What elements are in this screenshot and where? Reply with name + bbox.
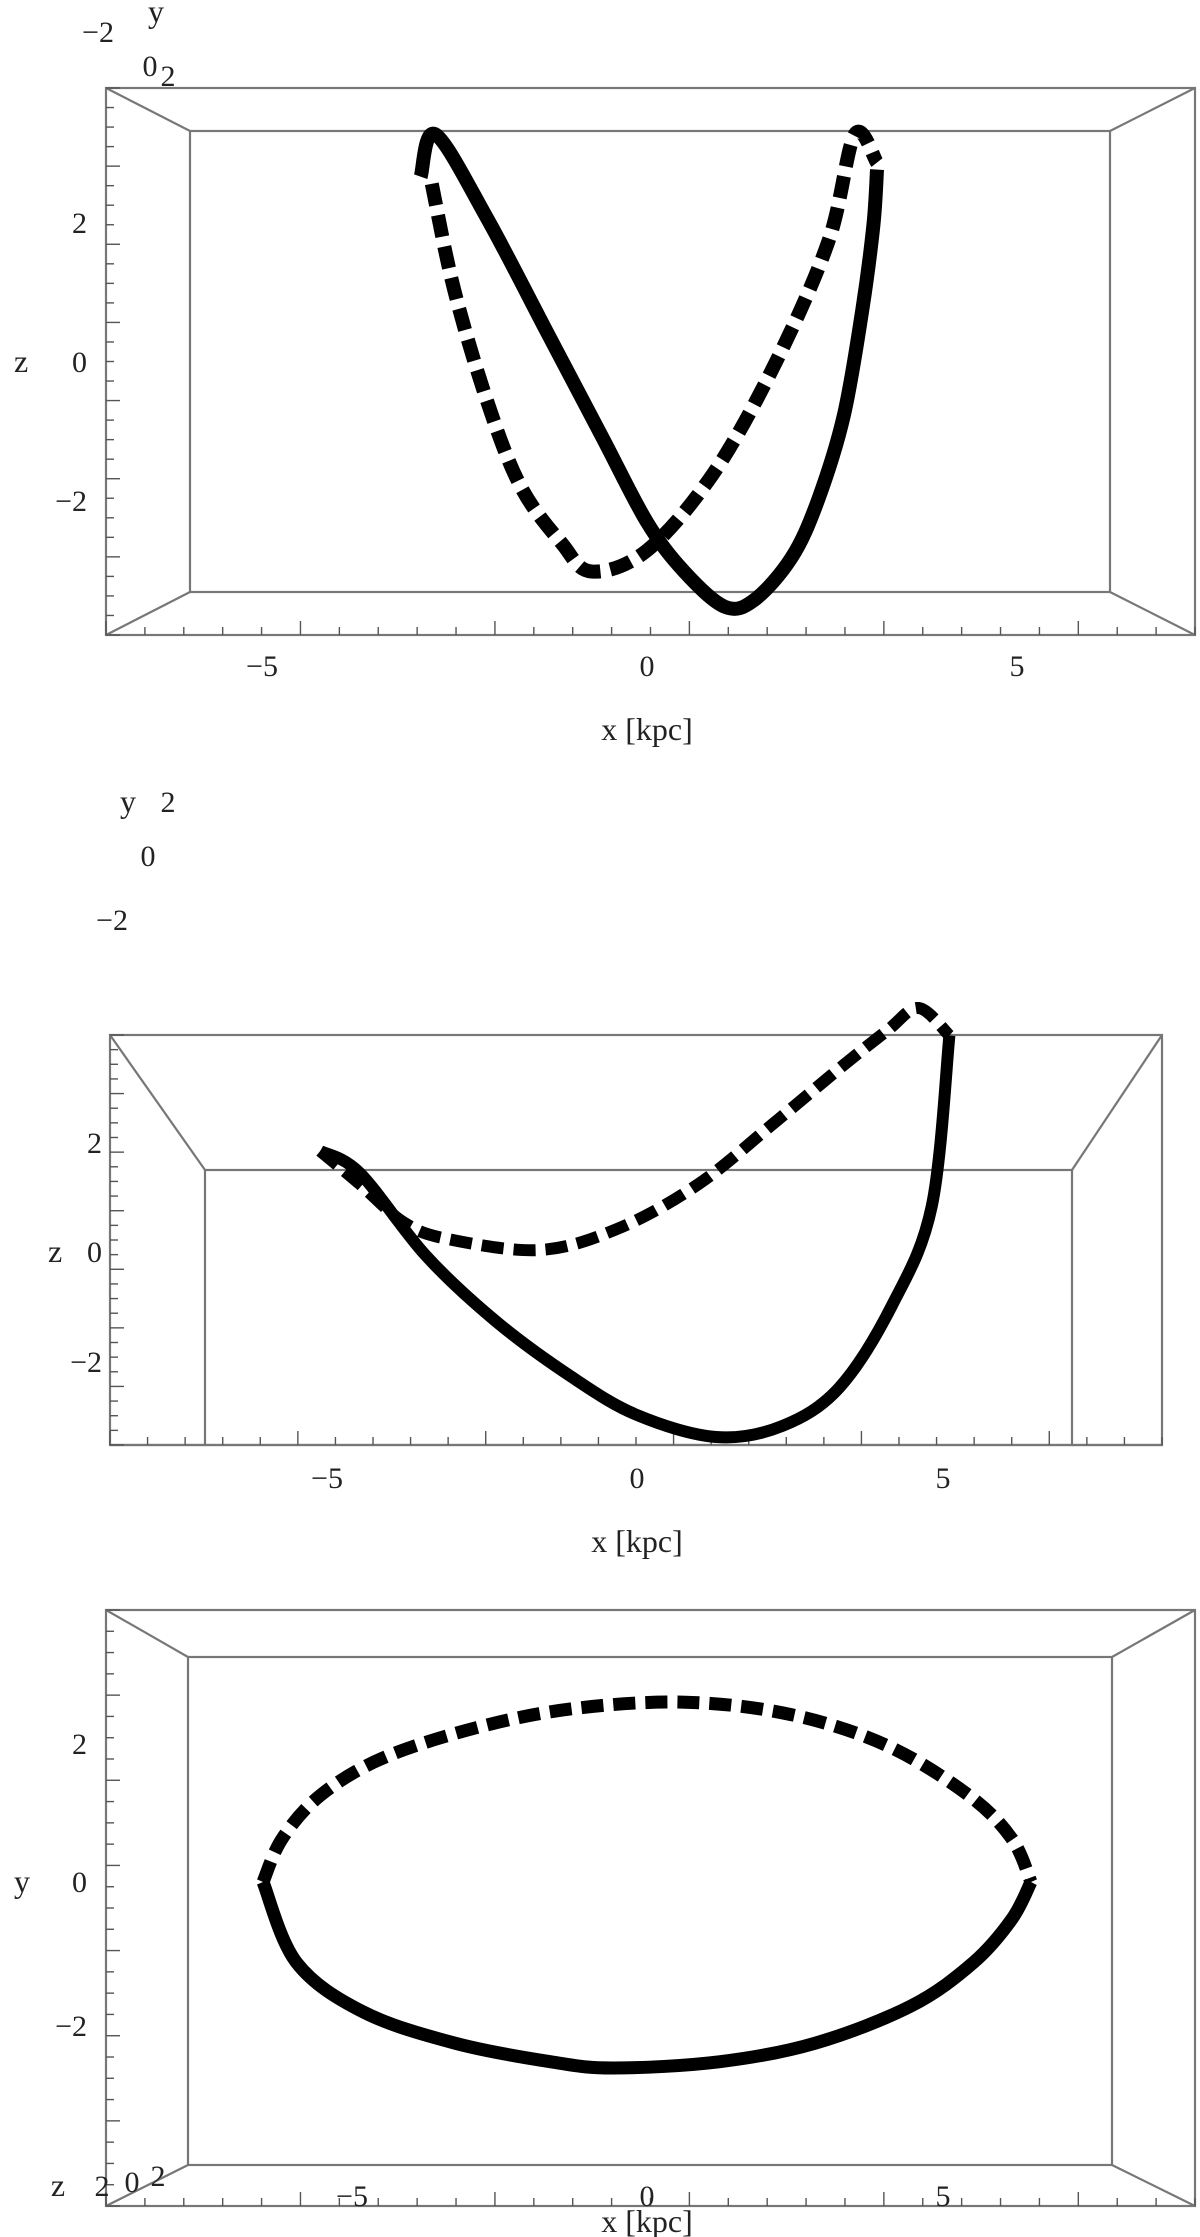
vertical-tick-labels: 2 0 −2 [70,1127,102,1379]
vertical-axis-title: z [48,1233,62,1269]
x-tick-label: −5 [246,650,278,683]
x-tick-label: 5 [936,1462,951,1495]
x-tick-label: 0 [640,2180,655,2213]
vertical-axis-title: z [14,343,28,379]
x-tick-labels: −5 0 5 [336,2180,950,2213]
depth-axis-title: y [148,0,164,29]
depth-tick-label: 2 [151,2160,166,2193]
axis-ticks [105,1609,1196,2207]
x-axis-title: x [kpc] [601,711,693,747]
vertical-tick-label: 2 [72,1728,87,1761]
x-axis-title: x [kpc] [601,2203,693,2237]
panel-bottom: −5 0 520−22 0 2x [kpc]yz [14,1608,1197,2237]
orbit-line-dashed [256,1695,1038,1885]
depth-tick-label: 2 [161,60,176,93]
orbit-line-solid [256,1879,1037,2075]
depth-axis-title: y [120,783,136,819]
orbit-line-solid [413,126,884,616]
depth-tick-label: 2 [95,2170,110,2203]
box-edge [1109,87,1196,132]
orbit-curves [256,1695,1038,2075]
box-edge [105,2164,189,2207]
depth-axis-title: z [51,2167,65,2203]
vertical-tick-label: 2 [72,207,87,240]
vertical-axis-title: y [14,1863,30,1899]
depth-tick-label: −2 [82,16,114,49]
depth-tick-label: 2 [161,786,176,819]
orbit-line-dashed [424,124,884,579]
depth-tick-labels: −2 0 2 [82,16,175,93]
x-tick-label: 5 [936,2180,951,2213]
x-tick-labels: −5 0 5 [246,650,1024,683]
box-edge [1109,591,1196,636]
vertical-tick-labels: 2 0 −2 [55,1728,87,2043]
depth-tick-labels: 20 −2 [96,786,175,937]
x-tick-labels: −5 0 5 [311,1462,950,1495]
panel-top: −5 0 520−2−20 2x [kpc]zy [14,0,1197,747]
depth-tick-label: 0 [141,840,156,873]
axis-ticks [105,87,1196,636]
box-back-face [203,1168,1074,1447]
box-edge [105,87,191,132]
depth-tick-label: 0 [143,50,158,83]
vertical-tick-label: 0 [72,346,87,379]
x-tick-label: 0 [630,1462,645,1495]
box-edge [1111,1609,1196,1658]
box-edge [105,1609,189,1658]
vertical-tick-label: 0 [72,1866,87,1899]
axis-ticks [109,1034,1163,1446]
vertical-tick-label: −2 [70,1346,102,1379]
box-edge [105,591,191,636]
orbit-curves [316,1002,956,1444]
x-axis-title: x [kpc] [591,1523,683,1559]
box-back-face [188,129,1112,594]
vertical-tick-label: 2 [87,1127,102,1160]
x-tick-label: 0 [640,650,655,683]
orbit-curves [413,124,884,616]
panel-middle: −5 0 520−220−2x [kpc]zy [48,783,1164,1559]
box-front-face [108,1033,1164,1447]
vertical-tick-labels: 2 0 −2 [55,207,87,518]
plot-box [108,1033,1164,1447]
x-tick-label: −5 [336,2180,368,2213]
box-edge [109,1034,206,1171]
x-tick-label: 5 [1010,650,1025,683]
box-edge [1111,2164,1196,2207]
x-tick-label: −5 [311,1462,343,1495]
vertical-tick-label: −2 [55,2010,87,2043]
box-back-face [186,1655,1114,2167]
vertical-tick-label: −2 [55,485,87,518]
orbit-line-solid [317,1034,956,1444]
box-edge [1071,1034,1163,1171]
vertical-tick-label: 0 [87,1236,102,1269]
depth-tick-label: −2 [96,904,128,937]
orbit-line-dashed [316,1002,954,1257]
depth-tick-label: 0 [125,2166,140,2199]
